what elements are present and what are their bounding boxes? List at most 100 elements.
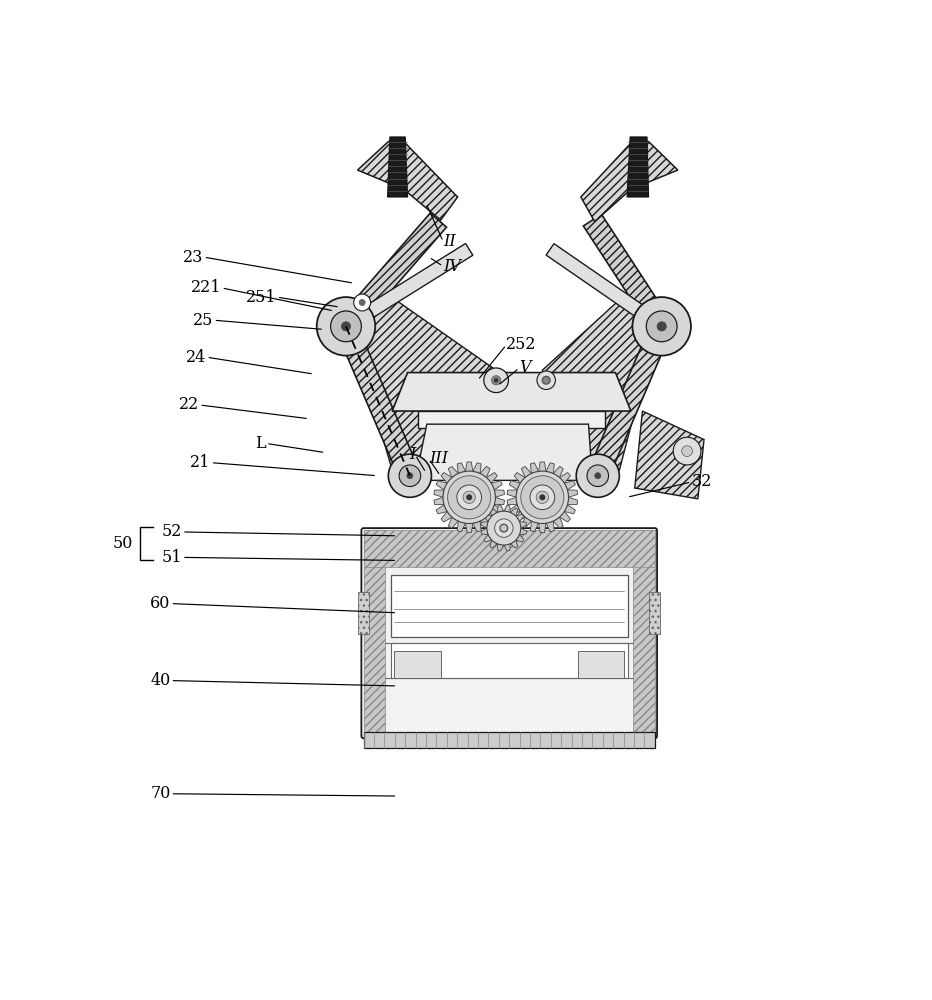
Bar bbox=[578, 651, 624, 678]
Circle shape bbox=[633, 297, 691, 356]
Circle shape bbox=[587, 465, 609, 487]
Text: 52: 52 bbox=[161, 523, 182, 540]
Bar bbox=[394, 651, 441, 678]
Polygon shape bbox=[473, 521, 481, 532]
Text: 60: 60 bbox=[150, 595, 171, 612]
Polygon shape bbox=[515, 514, 524, 522]
Polygon shape bbox=[363, 732, 655, 748]
Circle shape bbox=[495, 379, 498, 382]
Polygon shape bbox=[539, 462, 546, 471]
Text: 24: 24 bbox=[186, 349, 206, 366]
Polygon shape bbox=[507, 497, 517, 505]
Circle shape bbox=[331, 311, 362, 342]
Bar bbox=[391, 575, 628, 637]
Text: 252: 252 bbox=[506, 336, 537, 353]
Polygon shape bbox=[519, 522, 527, 528]
Polygon shape bbox=[494, 490, 504, 497]
Polygon shape bbox=[554, 466, 563, 478]
Circle shape bbox=[540, 495, 544, 500]
Text: 25: 25 bbox=[193, 312, 213, 329]
Circle shape bbox=[389, 454, 432, 497]
Text: II: II bbox=[444, 233, 456, 250]
Circle shape bbox=[542, 376, 550, 384]
Polygon shape bbox=[458, 463, 465, 473]
Polygon shape bbox=[491, 505, 502, 514]
Polygon shape bbox=[542, 289, 662, 476]
Polygon shape bbox=[481, 528, 488, 535]
Polygon shape bbox=[465, 523, 473, 533]
Polygon shape bbox=[342, 243, 473, 332]
Polygon shape bbox=[448, 517, 459, 528]
Polygon shape bbox=[487, 473, 498, 483]
Circle shape bbox=[353, 294, 371, 311]
Polygon shape bbox=[436, 505, 447, 514]
Polygon shape bbox=[441, 511, 452, 522]
Text: L: L bbox=[255, 435, 266, 452]
Polygon shape bbox=[565, 505, 575, 514]
Polygon shape bbox=[627, 137, 649, 197]
Polygon shape bbox=[581, 142, 678, 222]
Text: 70: 70 bbox=[150, 785, 171, 802]
Polygon shape bbox=[392, 373, 631, 411]
Text: 251: 251 bbox=[246, 289, 277, 306]
Text: 51: 51 bbox=[161, 549, 182, 566]
Polygon shape bbox=[546, 463, 555, 473]
Circle shape bbox=[491, 376, 500, 385]
Bar bbox=[649, 592, 660, 634]
Polygon shape bbox=[504, 544, 511, 551]
Circle shape bbox=[516, 471, 569, 523]
Polygon shape bbox=[498, 544, 504, 551]
Circle shape bbox=[406, 473, 413, 479]
Polygon shape bbox=[484, 535, 492, 542]
Polygon shape bbox=[491, 481, 502, 490]
Polygon shape bbox=[434, 497, 444, 505]
Polygon shape bbox=[504, 505, 511, 512]
Polygon shape bbox=[521, 517, 531, 528]
Polygon shape bbox=[363, 530, 655, 567]
Polygon shape bbox=[546, 521, 555, 532]
Polygon shape bbox=[635, 411, 704, 499]
Circle shape bbox=[495, 519, 514, 537]
Polygon shape bbox=[480, 466, 490, 478]
Circle shape bbox=[537, 371, 555, 389]
Text: 23: 23 bbox=[183, 249, 203, 266]
Circle shape bbox=[359, 299, 365, 306]
Polygon shape bbox=[530, 463, 539, 473]
Circle shape bbox=[484, 368, 509, 393]
Polygon shape bbox=[494, 497, 504, 505]
Bar bbox=[391, 643, 628, 678]
Polygon shape bbox=[583, 214, 671, 332]
Polygon shape bbox=[514, 473, 526, 483]
Polygon shape bbox=[511, 508, 518, 516]
Polygon shape bbox=[436, 481, 447, 490]
Polygon shape bbox=[633, 530, 655, 736]
Polygon shape bbox=[346, 289, 496, 476]
Text: 50: 50 bbox=[113, 535, 133, 552]
Bar bbox=[358, 592, 369, 634]
Circle shape bbox=[681, 446, 692, 456]
Polygon shape bbox=[358, 142, 458, 220]
Circle shape bbox=[530, 485, 555, 510]
Text: V: V bbox=[519, 359, 530, 376]
Polygon shape bbox=[568, 490, 578, 497]
Polygon shape bbox=[434, 490, 444, 497]
Polygon shape bbox=[521, 466, 531, 478]
Polygon shape bbox=[515, 535, 524, 542]
Polygon shape bbox=[554, 517, 563, 528]
Polygon shape bbox=[473, 463, 481, 473]
Polygon shape bbox=[511, 540, 518, 548]
Circle shape bbox=[657, 322, 666, 331]
Polygon shape bbox=[480, 517, 490, 528]
Polygon shape bbox=[498, 505, 504, 512]
Polygon shape bbox=[484, 514, 492, 522]
Polygon shape bbox=[530, 521, 539, 532]
Polygon shape bbox=[539, 523, 546, 533]
Polygon shape bbox=[490, 540, 498, 548]
Polygon shape bbox=[509, 505, 520, 514]
Polygon shape bbox=[509, 481, 520, 490]
Polygon shape bbox=[559, 473, 570, 483]
Text: 21: 21 bbox=[190, 454, 211, 471]
Circle shape bbox=[521, 476, 564, 519]
Polygon shape bbox=[448, 466, 459, 478]
Circle shape bbox=[457, 485, 482, 510]
